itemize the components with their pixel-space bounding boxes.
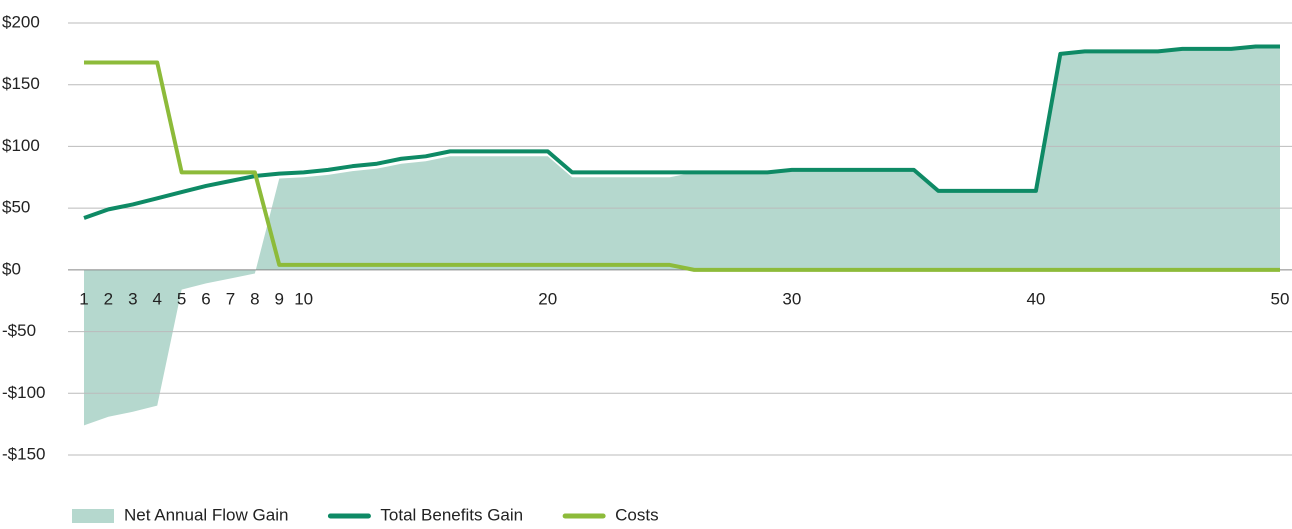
x-tick-label: 3	[128, 289, 137, 308]
y-tick-label: $100	[2, 136, 40, 155]
x-tick-label: 50	[1271, 289, 1290, 308]
x-tick-label: 8	[250, 289, 259, 308]
legend-label: Costs	[615, 505, 658, 524]
legend-swatch	[72, 509, 114, 523]
x-tick-label: 30	[782, 289, 801, 308]
y-tick-label: $200	[2, 12, 40, 31]
y-tick-label: -$100	[2, 383, 45, 402]
y-tick-label: -$50	[2, 321, 36, 340]
area	[84, 46, 1280, 426]
legend-label: Net Annual Flow Gain	[124, 505, 288, 524]
x-tick-label: 4	[152, 289, 161, 308]
x-tick-label: 5	[177, 289, 186, 308]
x-tick-label: 9	[275, 289, 284, 308]
line	[84, 60, 1280, 272]
x-tick-label: 6	[201, 289, 210, 308]
x-tick-label: 10	[294, 289, 313, 308]
x-tick-label: 40	[1026, 289, 1045, 308]
x-tick-label: 2	[104, 289, 113, 308]
y-tick-label: $150	[2, 74, 40, 93]
y-tick-label: -$150	[2, 444, 45, 463]
x-tick-label: 20	[538, 289, 557, 308]
x-tick-label: 7	[226, 289, 235, 308]
line	[83, 44, 1280, 220]
y-tick-label: $50	[2, 198, 30, 217]
x-tick-label: 1	[79, 289, 88, 308]
y-tick-label: $0	[2, 259, 21, 278]
legend-label: Total Benefits Gain	[380, 505, 523, 524]
